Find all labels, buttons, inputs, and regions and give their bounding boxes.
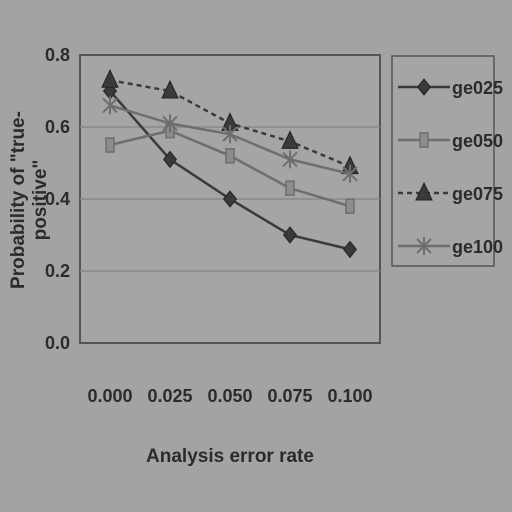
data-point (285, 180, 295, 196)
x-tick-label: 0.050 (207, 386, 252, 406)
data-point (162, 114, 178, 133)
data-point (342, 240, 358, 259)
legend: ge025 ge050 ge075 ge100 (391, 55, 503, 267)
y-axis-title: Probability of "true- positive" (8, 111, 51, 289)
legend-items: ge025 ge050 ge075 ge100 (398, 78, 503, 257)
data-point (105, 137, 115, 153)
data-point (102, 96, 118, 115)
data-point (222, 125, 238, 144)
legend-label: ge100 (452, 237, 503, 257)
x-tick-label: 0.000 (87, 386, 132, 406)
data-point (162, 150, 178, 169)
legend-box (391, 55, 495, 267)
data-point (101, 69, 119, 88)
data-point (222, 190, 238, 208)
data-point (416, 78, 432, 96)
y-axis-title-line-2: positive" (30, 160, 51, 241)
y-tick-label: 0.6 (45, 117, 70, 137)
data-point (345, 198, 355, 214)
y-tick-label: 0.4 (45, 189, 70, 209)
data-point (281, 130, 299, 149)
legend-item: ge075 (398, 181, 503, 204)
y-tick-label: 0.2 (45, 261, 70, 281)
x-tick-labels: 0.000 0.025 0.050 0.075 0.100 (87, 386, 372, 406)
series-ge100 (102, 96, 358, 183)
data-point (416, 237, 432, 255)
data-point (419, 132, 429, 148)
data-point (225, 148, 235, 164)
legend-label: ge050 (452, 131, 503, 151)
y-tick-label: 0.8 (45, 45, 70, 65)
legend-label: ge075 (452, 184, 503, 204)
data-point (282, 150, 298, 169)
data-point (342, 164, 358, 183)
data-point (415, 181, 433, 201)
x-tick-label: 0.100 (327, 386, 372, 406)
y-tick-labels: 0.0 0.2 0.4 0.6 0.8 (45, 45, 70, 353)
data-point (161, 79, 179, 99)
series-group (101, 69, 359, 259)
data-point (282, 226, 298, 244)
x-tick-label: 0.075 (267, 386, 312, 406)
legend-item: ge025 (398, 78, 503, 98)
legend-item: ge100 (398, 237, 503, 257)
legend-label: ge025 (452, 78, 503, 98)
x-axis-title: Analysis error rate (146, 446, 314, 467)
y-axis-title-line-1: Probability of "true- (8, 111, 29, 289)
y-tick-label: 0.0 (45, 333, 70, 353)
legend-item: ge050 (398, 131, 503, 151)
x-tick-label: 0.025 (147, 386, 192, 406)
